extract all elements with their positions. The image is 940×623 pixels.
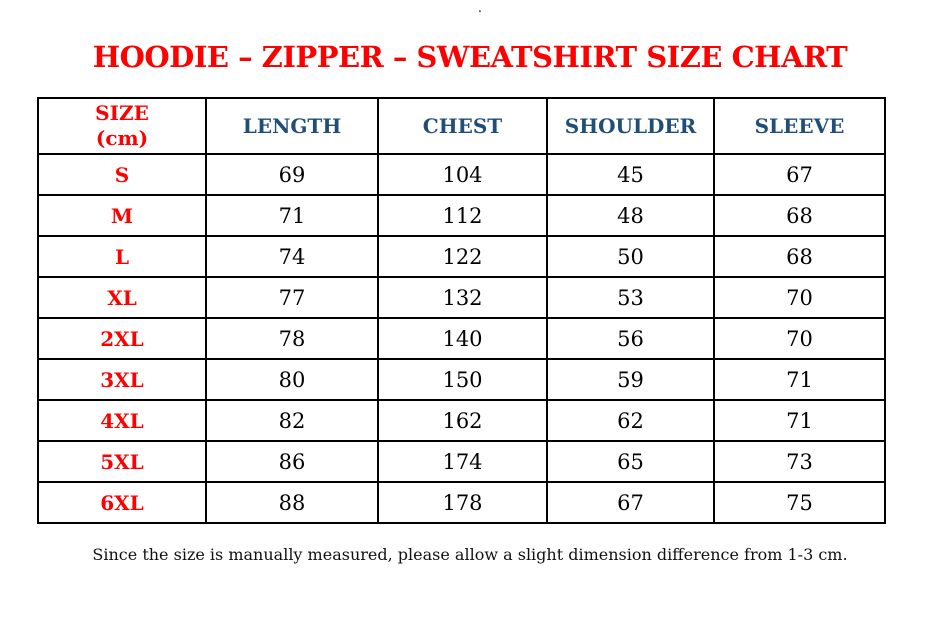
table-row: 3XL 80 150 59 71 [37,358,886,401]
table-header-row: SIZE (cm) LENGTH CHEST SHOULDER SLEEVE [37,97,886,155]
sleeve-value: 70 [713,276,886,319]
length-value: 74 [205,235,379,278]
sleeve-value: 75 [713,481,886,524]
table-row: 2XL 78 140 56 70 [37,317,886,360]
column-header-length: LENGTH [205,97,379,155]
size-label: 3XL [37,358,207,401]
shoulder-value: 62 [546,399,715,442]
table-row: M 71 112 48 68 [37,194,886,237]
page-title: HOODIE – ZIPPER – SWEATSHIRT SIZE CHART [92,40,848,74]
shoulder-value: 48 [546,194,715,237]
table-row: 4XL 82 162 62 71 [37,399,886,442]
shoulder-value: 56 [546,317,715,360]
chest-value: 150 [377,358,548,401]
shoulder-value: 50 [546,235,715,278]
size-header-line1: SIZE [95,101,149,125]
size-label: S [37,153,207,196]
sleeve-value: 67 [713,153,886,196]
size-label: XL [37,276,207,319]
chest-value: 122 [377,235,548,278]
shoulder-value: 67 [546,481,715,524]
size-label: L [37,235,207,278]
table-row: L 74 122 50 68 [37,235,886,278]
length-value: 86 [205,440,379,483]
chest-value: 132 [377,276,548,319]
table-row: XL 77 132 53 70 [37,276,886,319]
length-value: 80 [205,358,379,401]
sleeve-value: 71 [713,399,886,442]
stray-dot: . [477,1,483,16]
length-value: 82 [205,399,379,442]
chest-value: 104 [377,153,548,196]
shoulder-value: 53 [546,276,715,319]
shoulder-value: 59 [546,358,715,401]
size-label: M [37,194,207,237]
length-value: 77 [205,276,379,319]
chest-value: 162 [377,399,548,442]
size-label: 5XL [37,440,207,483]
size-label: 4XL [37,399,207,442]
column-header-sleeve: SLEEVE [713,97,886,155]
chest-value: 112 [377,194,548,237]
chest-value: 140 [377,317,548,360]
length-value: 69 [205,153,379,196]
shoulder-value: 45 [546,153,715,196]
table-row: 6XL 88 178 67 75 [37,481,886,524]
sleeve-value: 71 [713,358,886,401]
length-value: 71 [205,194,379,237]
footer-note: Since the size is manually measured, ple… [92,545,848,564]
table-row: S 69 104 45 67 [37,153,886,196]
size-header-line2: (cm) [95,126,149,150]
sleeve-value: 68 [713,235,886,278]
sleeve-value: 70 [713,317,886,360]
size-label: 2XL [37,317,207,360]
sleeve-value: 68 [713,194,886,237]
length-value: 88 [205,481,379,524]
size-label: 6XL [37,481,207,524]
column-header-chest: CHEST [377,97,548,155]
size-unit-header: SIZE (cm) [37,97,207,155]
size-chart-table: SIZE (cm) LENGTH CHEST SHOULDER SLEEVE S… [37,97,886,524]
sleeve-value: 73 [713,440,886,483]
column-header-shoulder: SHOULDER [546,97,715,155]
shoulder-value: 65 [546,440,715,483]
length-value: 78 [205,317,379,360]
table-row: 5XL 86 174 65 73 [37,440,886,483]
chest-value: 178 [377,481,548,524]
chest-value: 174 [377,440,548,483]
